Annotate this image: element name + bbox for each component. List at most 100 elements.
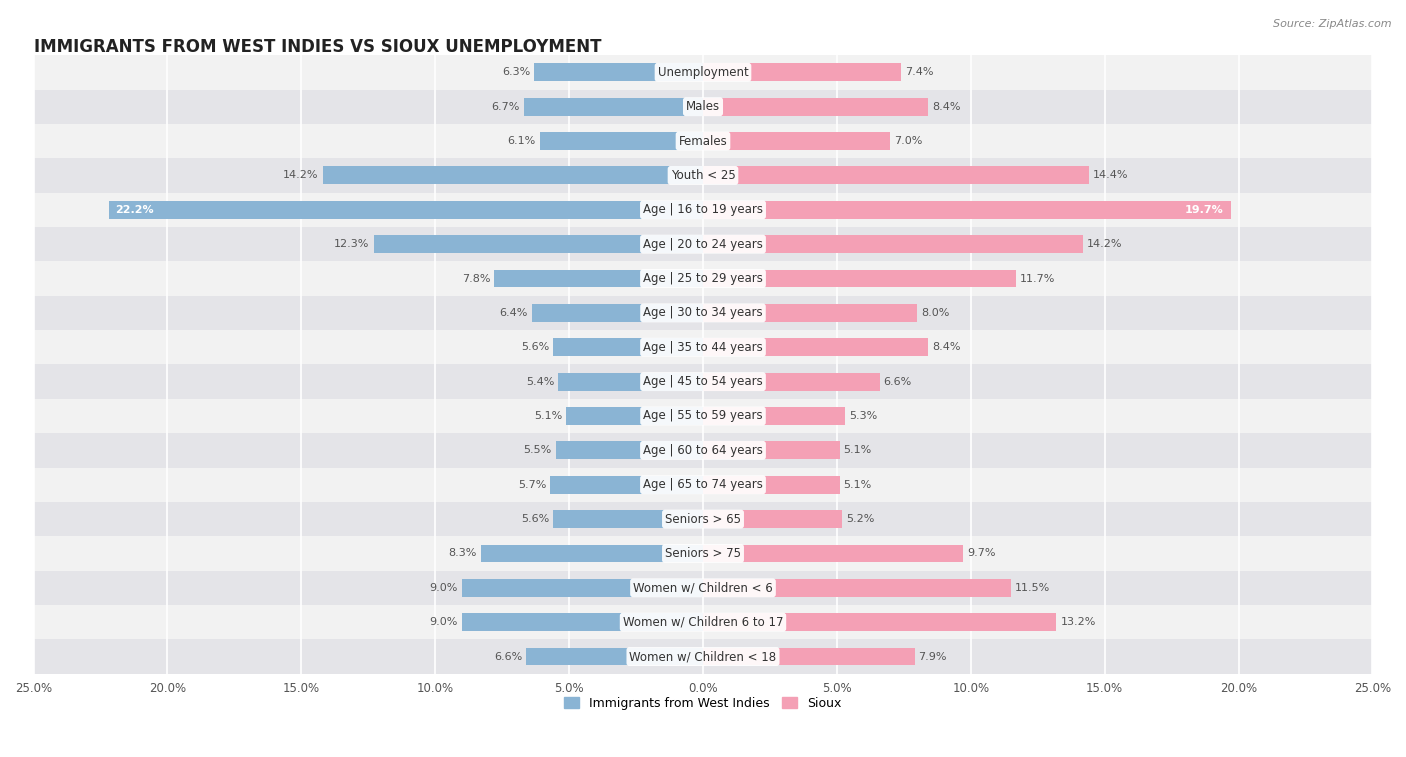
Bar: [34, 605, 1372, 640]
Text: 8.3%: 8.3%: [449, 549, 477, 559]
Bar: [703, 132, 890, 150]
Bar: [463, 613, 703, 631]
Bar: [703, 647, 914, 665]
Text: Age | 35 to 44 years: Age | 35 to 44 years: [643, 341, 763, 354]
Bar: [550, 476, 703, 494]
Text: Age | 20 to 24 years: Age | 20 to 24 years: [643, 238, 763, 251]
Text: 5.6%: 5.6%: [520, 342, 548, 352]
Text: Age | 45 to 54 years: Age | 45 to 54 years: [643, 375, 763, 388]
Text: 8.0%: 8.0%: [921, 308, 949, 318]
Text: Males: Males: [686, 100, 720, 114]
Bar: [34, 227, 1372, 261]
Bar: [703, 372, 880, 391]
Text: 22.2%: 22.2%: [115, 205, 153, 215]
Text: Seniors > 75: Seniors > 75: [665, 547, 741, 560]
Bar: [703, 441, 839, 459]
Text: Females: Females: [679, 135, 727, 148]
Text: 13.2%: 13.2%: [1060, 617, 1095, 628]
Text: Women w/ Children < 6: Women w/ Children < 6: [633, 581, 773, 594]
Text: 14.2%: 14.2%: [283, 170, 319, 180]
Text: 14.2%: 14.2%: [1087, 239, 1123, 249]
Text: Unemployment: Unemployment: [658, 66, 748, 79]
Bar: [34, 399, 1372, 433]
Text: Age | 25 to 29 years: Age | 25 to 29 years: [643, 272, 763, 285]
Text: Source: ZipAtlas.com: Source: ZipAtlas.com: [1274, 19, 1392, 29]
Legend: Immigrants from West Indies, Sioux: Immigrants from West Indies, Sioux: [560, 692, 846, 715]
Text: Age | 16 to 19 years: Age | 16 to 19 years: [643, 204, 763, 217]
Bar: [34, 571, 1372, 605]
Text: 11.7%: 11.7%: [1021, 273, 1056, 284]
Text: 7.4%: 7.4%: [905, 67, 934, 77]
Text: Age | 60 to 64 years: Age | 60 to 64 years: [643, 444, 763, 457]
Bar: [703, 269, 1017, 288]
Text: 8.4%: 8.4%: [932, 101, 960, 112]
Text: Age | 65 to 74 years: Age | 65 to 74 years: [643, 478, 763, 491]
Bar: [323, 167, 703, 185]
Bar: [523, 98, 703, 116]
Bar: [703, 579, 1011, 597]
Text: Youth < 25: Youth < 25: [671, 169, 735, 182]
Text: 9.0%: 9.0%: [430, 583, 458, 593]
Text: 6.7%: 6.7%: [491, 101, 520, 112]
Text: 5.5%: 5.5%: [523, 445, 551, 456]
Text: 6.3%: 6.3%: [502, 67, 530, 77]
Bar: [374, 235, 703, 253]
Text: Age | 55 to 59 years: Age | 55 to 59 years: [643, 410, 763, 422]
Bar: [34, 192, 1372, 227]
Text: 6.1%: 6.1%: [508, 136, 536, 146]
Text: 12.3%: 12.3%: [335, 239, 370, 249]
Bar: [34, 89, 1372, 124]
Text: IMMIGRANTS FROM WEST INDIES VS SIOUX UNEMPLOYMENT: IMMIGRANTS FROM WEST INDIES VS SIOUX UNE…: [34, 38, 600, 56]
Bar: [494, 269, 703, 288]
Bar: [703, 476, 839, 494]
Bar: [703, 613, 1056, 631]
Text: Age | 30 to 34 years: Age | 30 to 34 years: [643, 307, 763, 319]
Bar: [34, 536, 1372, 571]
Bar: [108, 201, 703, 219]
Text: 7.8%: 7.8%: [461, 273, 491, 284]
Bar: [703, 235, 1083, 253]
Text: 5.6%: 5.6%: [520, 514, 548, 524]
Bar: [703, 64, 901, 81]
Bar: [703, 201, 1230, 219]
Text: 6.4%: 6.4%: [499, 308, 527, 318]
Bar: [34, 158, 1372, 192]
Bar: [34, 296, 1372, 330]
Text: Seniors > 65: Seniors > 65: [665, 512, 741, 525]
Text: Women w/ Children < 18: Women w/ Children < 18: [630, 650, 776, 663]
Bar: [34, 124, 1372, 158]
Bar: [34, 468, 1372, 502]
Bar: [703, 407, 845, 425]
Text: Women w/ Children 6 to 17: Women w/ Children 6 to 17: [623, 615, 783, 628]
Text: 5.4%: 5.4%: [526, 377, 554, 387]
Bar: [34, 502, 1372, 536]
Text: 5.7%: 5.7%: [517, 480, 547, 490]
Text: 5.1%: 5.1%: [844, 480, 872, 490]
Bar: [540, 132, 703, 150]
Text: 6.6%: 6.6%: [494, 652, 522, 662]
Text: 14.4%: 14.4%: [1092, 170, 1128, 180]
Text: 19.7%: 19.7%: [1185, 205, 1223, 215]
Bar: [531, 304, 703, 322]
Bar: [34, 330, 1372, 364]
Bar: [526, 647, 703, 665]
Text: 11.5%: 11.5%: [1015, 583, 1050, 593]
Text: 5.2%: 5.2%: [846, 514, 875, 524]
Bar: [553, 338, 703, 357]
Bar: [34, 261, 1372, 296]
Bar: [703, 338, 928, 357]
Bar: [703, 98, 928, 116]
Text: 7.0%: 7.0%: [894, 136, 922, 146]
Bar: [481, 544, 703, 562]
Bar: [463, 579, 703, 597]
Bar: [555, 441, 703, 459]
Bar: [534, 64, 703, 81]
Bar: [558, 372, 703, 391]
Text: 5.3%: 5.3%: [849, 411, 877, 421]
Text: 5.1%: 5.1%: [534, 411, 562, 421]
Text: 9.7%: 9.7%: [967, 549, 995, 559]
Bar: [34, 433, 1372, 468]
Bar: [567, 407, 703, 425]
Text: 5.1%: 5.1%: [844, 445, 872, 456]
Bar: [703, 544, 963, 562]
